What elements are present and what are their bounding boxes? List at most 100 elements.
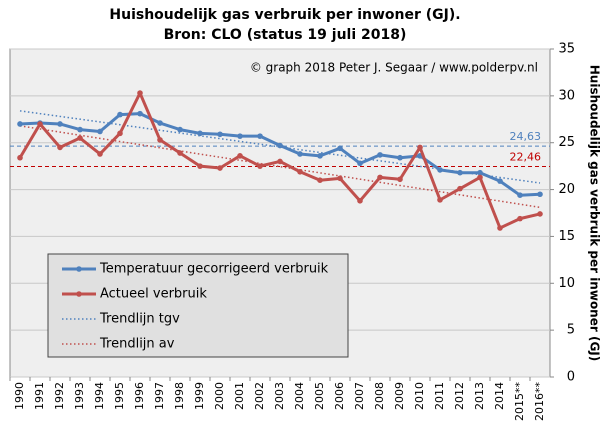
marker <box>297 168 303 175</box>
marker <box>537 211 543 217</box>
legend-label: Trendlijn tgv <box>99 312 180 327</box>
x-tick-label: 1994 <box>93 382 106 410</box>
x-tick-label: 1997 <box>153 382 166 410</box>
marker <box>237 153 243 159</box>
marker <box>77 126 83 133</box>
marker <box>437 197 443 203</box>
reference-label: 24,63 <box>510 130 542 143</box>
x-tick-label: 2003 <box>273 382 286 410</box>
reference-label: 22,46 <box>510 151 542 164</box>
marker <box>137 110 143 117</box>
x-tick-label: 1990 <box>13 382 26 410</box>
marker <box>157 137 163 143</box>
marker <box>437 167 443 173</box>
x-tick-label: 2001 <box>233 382 246 410</box>
x-tick-label: 2012 <box>453 382 466 410</box>
x-tick-label: 2015** <box>513 382 526 421</box>
marker <box>197 130 203 137</box>
marker <box>277 158 283 165</box>
marker <box>17 121 23 127</box>
marker <box>57 144 63 151</box>
y-tick-label: 5 <box>567 323 575 338</box>
x-tick-label: 2011 <box>433 382 446 410</box>
marker <box>497 178 503 184</box>
x-tick-label: 2005 <box>313 382 326 410</box>
marker <box>377 152 383 158</box>
marker <box>217 131 223 138</box>
marker <box>537 191 543 198</box>
marker <box>57 121 63 127</box>
legend-swatch-marker <box>76 291 82 297</box>
x-tick-label: 2008 <box>373 382 386 410</box>
x-tick-label: 1996 <box>133 382 146 410</box>
marker <box>397 176 403 183</box>
chart-title: Huishoudelijk gas verbruik per inwoner (… <box>109 7 460 23</box>
legend-label: Trendlijn av <box>99 337 175 352</box>
legend-label: Temperatuur gecorrigeerd verbruik <box>99 262 329 277</box>
x-tick-label: 1999 <box>193 382 206 410</box>
x-tick-label: 2007 <box>353 382 366 410</box>
y-tick-label: 30 <box>558 88 575 103</box>
legend-swatch-marker <box>76 266 82 272</box>
marker <box>117 111 123 118</box>
marker <box>397 154 403 161</box>
marker <box>157 120 163 126</box>
y-axis-label: Huishoudelijk gas verbruik per inwoner (… <box>588 65 602 361</box>
marker <box>237 133 243 139</box>
x-tick-label: 2014 <box>493 382 506 410</box>
x-tick-label: 2016** <box>533 382 546 421</box>
x-tick-label: 2002 <box>253 382 266 410</box>
x-tick-label: 1998 <box>173 382 186 410</box>
legend: Temperatuur gecorrigeerd verbruik Actueel… <box>47 253 349 358</box>
marker <box>97 128 103 135</box>
marker <box>17 154 23 161</box>
marker <box>457 169 463 176</box>
x-tick-label: 1993 <box>73 382 86 410</box>
marker <box>177 126 183 133</box>
x-tick-label: 1991 <box>33 382 46 410</box>
marker <box>517 192 523 198</box>
marker <box>497 225 503 231</box>
marker <box>137 90 143 96</box>
legend-label: Actueel verbruik <box>100 287 207 302</box>
marker <box>117 130 123 137</box>
marker <box>357 160 363 167</box>
marker <box>197 163 203 169</box>
marker <box>177 150 183 156</box>
marker <box>97 151 103 157</box>
marker <box>37 121 43 127</box>
marker <box>417 144 423 151</box>
y-tick-label: 0 <box>567 370 575 385</box>
marker <box>477 169 483 176</box>
y-tick-label: 20 <box>558 182 575 197</box>
marker <box>337 145 343 152</box>
y-tick-label: 10 <box>558 276 575 291</box>
chart-subtitle: Bron: CLO (status 19 juli 2018) <box>164 27 407 43</box>
marker <box>377 174 383 181</box>
marker <box>277 142 283 149</box>
marker <box>337 175 343 182</box>
marker <box>217 165 223 171</box>
x-tick-label: 1992 <box>53 382 66 410</box>
x-tick-label: 2013 <box>473 382 486 410</box>
marker <box>457 185 463 192</box>
x-tick-label: 1995 <box>113 382 126 410</box>
x-tick-label: 2006 <box>333 382 346 410</box>
legend-box <box>47 253 349 358</box>
marker <box>77 135 83 141</box>
marker <box>317 177 323 183</box>
y-tick-label: 15 <box>558 229 575 244</box>
marker <box>317 153 323 159</box>
marker <box>257 133 263 139</box>
y-tick-label: 35 <box>558 42 575 57</box>
x-tick-label: 2010 <box>413 382 426 410</box>
marker <box>477 174 483 181</box>
marker <box>357 198 363 204</box>
y-tick-label: 25 <box>558 135 575 150</box>
marker <box>517 215 523 222</box>
x-tick-label: 2004 <box>293 382 306 410</box>
x-tick-label: 2009 <box>393 382 406 410</box>
annotation: © graph 2018 Peter J. Segaar / www.polde… <box>250 61 538 75</box>
x-tick-label: 2000 <box>213 382 226 410</box>
